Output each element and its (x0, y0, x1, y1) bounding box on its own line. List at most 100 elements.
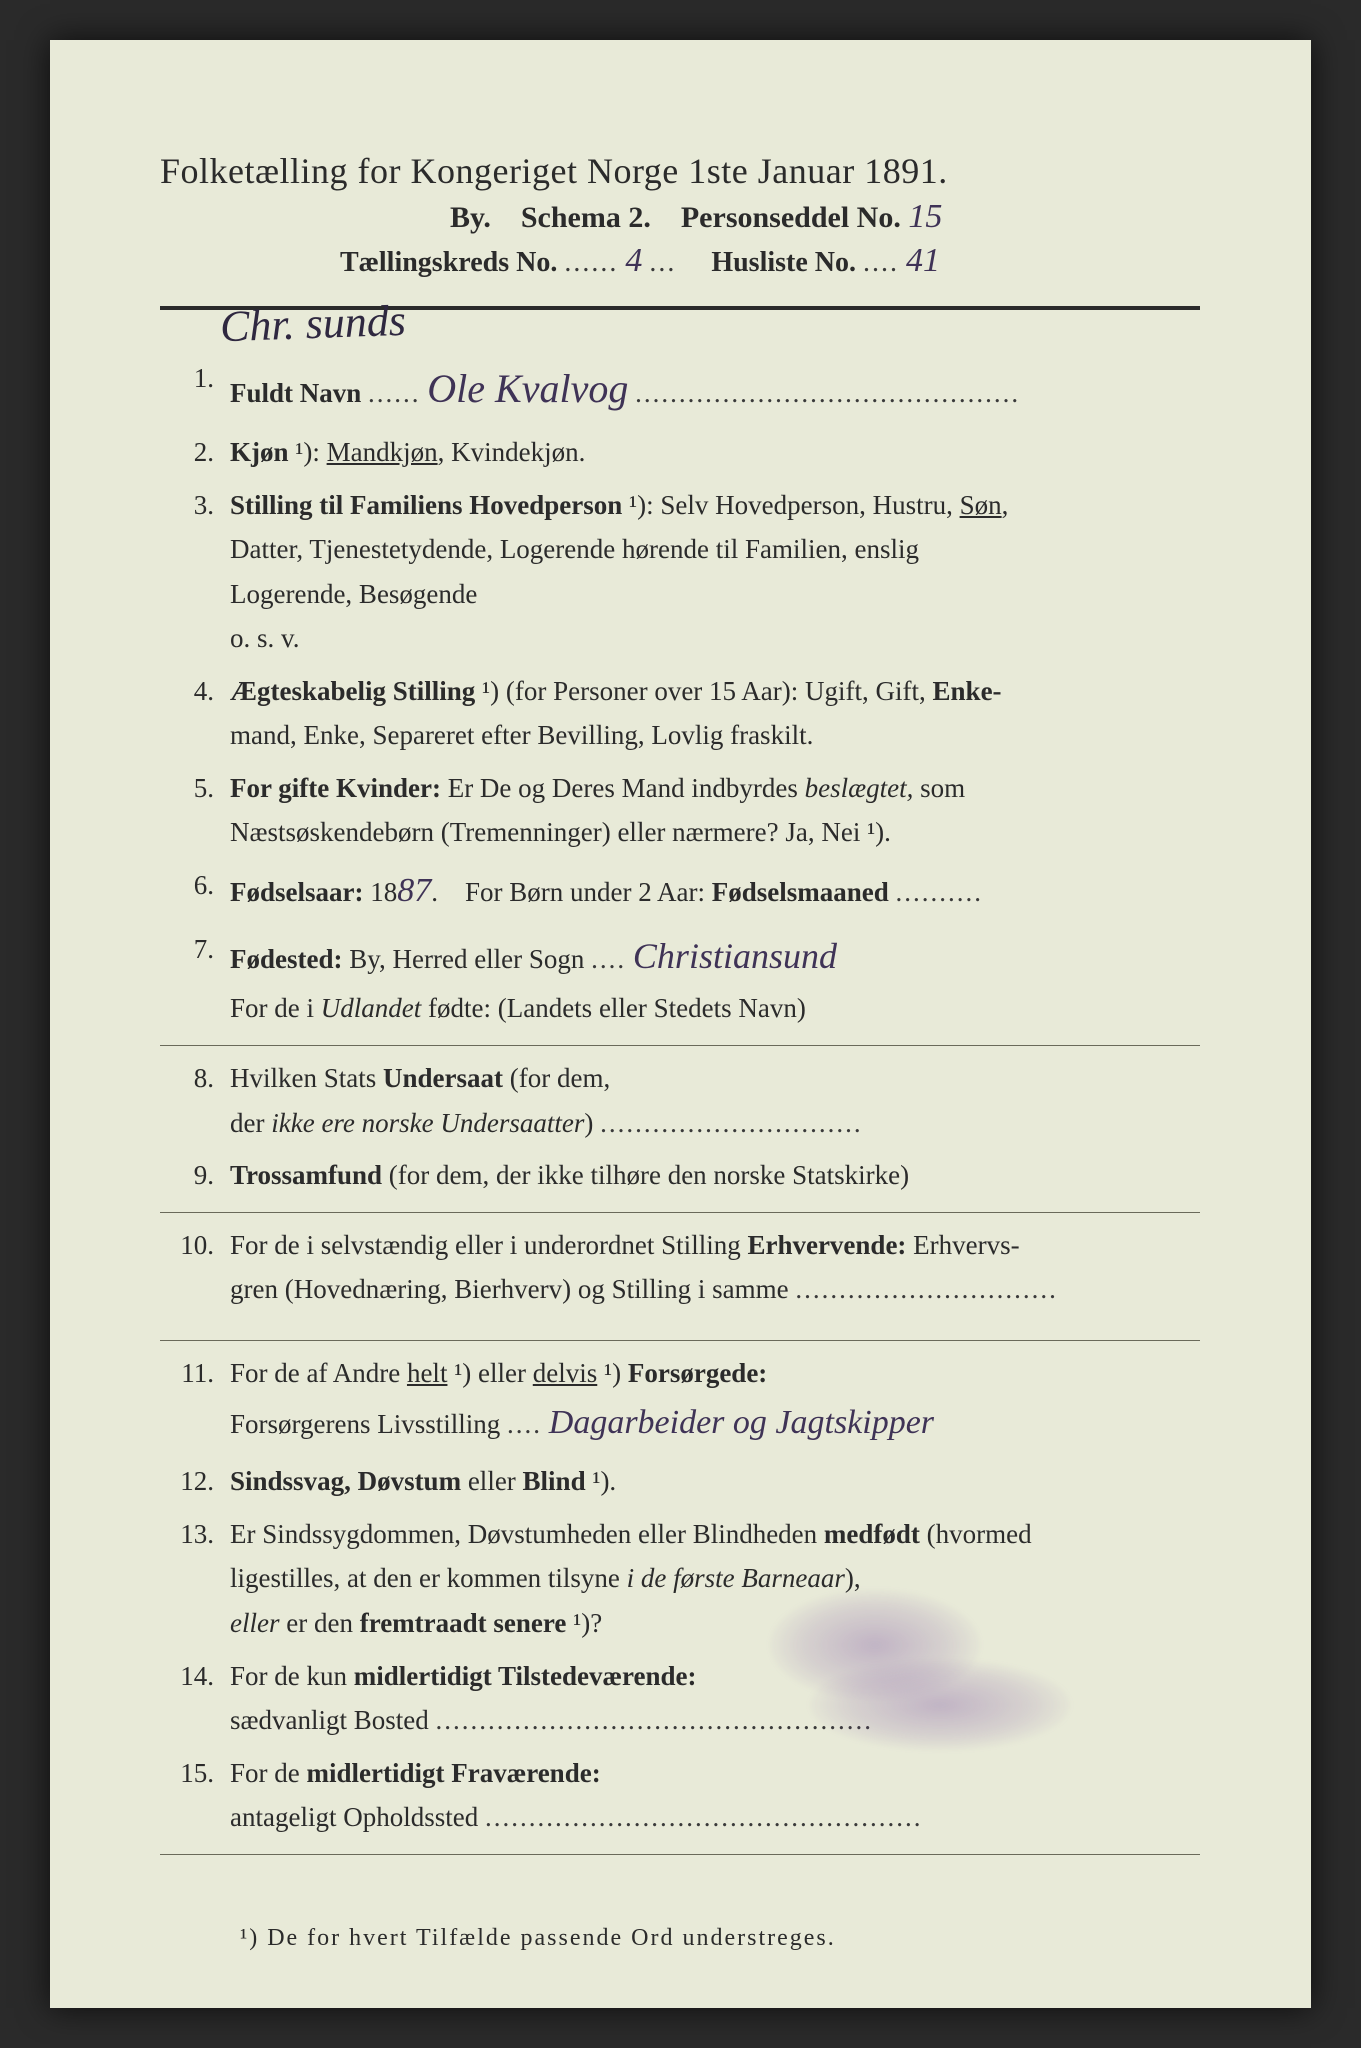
field-label: Fødested: (230, 944, 342, 974)
year-prefix: 18 (370, 877, 397, 907)
town-handwritten: Chr. sunds (219, 295, 407, 352)
text: Er De og Deres Mand indbyrdes (448, 773, 798, 803)
dots: .... (591, 944, 626, 974)
field-num: 4. (160, 669, 214, 714)
field-num: 6. (160, 863, 214, 908)
text: eller (478, 1358, 526, 1388)
text: Selv Hovedperson, Hustru, Søn, (660, 490, 1008, 520)
text-bold: Fødselsmaaned (712, 877, 889, 907)
text: (for Personer over 15 Aar): (506, 676, 798, 706)
field-3-position: 3. Stilling til Familiens Hovedperson ¹)… (160, 483, 1200, 661)
text: Hvilken Stats (230, 1063, 376, 1093)
husliste-label: Husliste No. (711, 247, 856, 278)
text: For Børn under 2 Aar: (465, 877, 705, 907)
dots: .... (507, 1409, 542, 1439)
text-italic: beslægtet, (805, 773, 914, 803)
text: der (230, 1108, 264, 1138)
dots: .............................. (600, 1108, 863, 1138)
text-italic: i de første Barneaar (627, 1563, 845, 1593)
field-num: 2. (160, 430, 214, 475)
text: fødte: (Landets eller Stedets Navn) (428, 993, 806, 1023)
year-value: 87 (397, 872, 431, 909)
text: mand, Enke, Separeret efter Bevilling, L… (230, 720, 813, 750)
text: Næstsøskendebørn (Tremenninger) eller næ… (230, 817, 891, 847)
field-12-disability: 12. Sindssvag, Døvstum eller Blind ¹). (160, 1459, 1200, 1504)
field-label: Fuldt Navn (230, 378, 361, 408)
subheader-2: Tællingskreds No. ...... 4 ... Husliste … (160, 242, 1200, 280)
text-bold: midlertidigt Tilstedeværende: (354, 1661, 697, 1691)
field-label: Fødselsaar: (230, 877, 363, 907)
dots: ........................................… (436, 1705, 874, 1735)
personseddel-label: Personseddel No. (681, 201, 901, 234)
field-15-temporary-absent: 15. For de midlertidigt Fraværende: anta… (160, 1751, 1200, 1840)
text: Forsørgerens Livsstilling (230, 1409, 500, 1439)
text: (for dem, (510, 1063, 610, 1093)
field-label: Stilling til Familiens Hovedperson (230, 490, 622, 520)
text: Ugift, Gift, Enke- (805, 676, 1002, 706)
text-underline: delvis (533, 1358, 598, 1388)
field-13-congenital: 13. Er Sindssygdommen, Døvstumheden elle… (160, 1512, 1200, 1646)
footnote: ¹) De for hvert Tilfælde passende Ord un… (240, 1925, 1200, 1952)
dots: .... (863, 247, 899, 278)
text-italic: Udlandet (321, 993, 422, 1023)
text: For de i (230, 993, 314, 1023)
provider-value: Dagarbeider og Jagtskipper (549, 1395, 934, 1451)
field-5-married-women: 5. For gifte Kvinder: Er De og Deres Man… (160, 766, 1200, 855)
field-num: 11. (160, 1351, 214, 1396)
field-num: 15. (160, 1751, 214, 1796)
birthplace-value: Christiansund (633, 927, 837, 986)
field-1-name: 1. Fuldt Navn ...... Ole Kvalvog .......… (160, 356, 1200, 422)
text: For de (230, 1758, 300, 1788)
personseddel-no: 15 (908, 198, 942, 235)
divider-thin (160, 1340, 1200, 1341)
text: som (920, 773, 965, 803)
field-11-provider: 11. For de af Andre helt ¹) eller delvis… (160, 1351, 1200, 1452)
text: ligestilles, at den er kommen tilsyne (230, 1563, 620, 1593)
field-num: 12. (160, 1459, 214, 1504)
text-bold: Blind (523, 1466, 586, 1496)
text: er den (286, 1608, 353, 1638)
text: By, Herred eller Sogn (349, 944, 584, 974)
field-2-sex: 2. Kjøn ¹): Mandkjøn, Kvindekjøn. (160, 430, 1200, 475)
dots: ...... (564, 247, 618, 278)
divider-thin (160, 1045, 1200, 1046)
text-italic: eller (230, 1608, 279, 1638)
field-9-religion: 9. Trossamfund (for dem, der ikke tilhør… (160, 1153, 1200, 1198)
text: (hvormed (927, 1519, 1032, 1549)
field-7-birthplace: 7. Fødested: By, Herred eller Sogn .... … (160, 927, 1200, 1031)
field-label: Trossamfund (230, 1160, 382, 1190)
text: Erhvervs- (913, 1230, 1019, 1260)
field-num: 1. (160, 356, 214, 401)
field-num: 7. (160, 927, 214, 972)
dots: ... (649, 247, 676, 278)
dots: ...... (368, 378, 421, 408)
field-label: For gifte Kvinder: (230, 773, 441, 803)
text: antageligt Opholdssted (230, 1802, 478, 1832)
field-num: 10. (160, 1223, 214, 1268)
text-bold: Forsørgede: (628, 1358, 767, 1388)
field-num: 3. (160, 483, 214, 528)
name-value: Ole Kvalvog (427, 356, 628, 422)
text-bold: medfødt (824, 1519, 920, 1549)
divider-thin (160, 1212, 1200, 1213)
text-bold: Undersaat (383, 1063, 503, 1093)
field-num: 9. (160, 1153, 214, 1198)
field-6-birthyear: 6. Fødselsaar: 1887. For Børn under 2 Aa… (160, 863, 1200, 919)
field-num: 13. (160, 1512, 214, 1557)
schema-label: Schema 2. (521, 201, 651, 234)
field-label: Sindssvag, Døvstum (230, 1466, 461, 1496)
field-8-citizenship: 8. Hvilken Stats Undersaat (for dem, der… (160, 1056, 1200, 1145)
field-num: 5. (160, 766, 214, 811)
dots: ........................................… (485, 1802, 923, 1832)
text: Er Sindssygdommen, Døvstumheden eller Bl… (230, 1519, 817, 1549)
text-italic: ikke ere norske Undersaatter (271, 1108, 584, 1138)
subheader-1: By. Schema 2. Personseddel No. 15 (160, 198, 1200, 236)
kreds-label: Tællingskreds No. (340, 247, 557, 278)
husliste-no: 41 (906, 242, 940, 279)
field-num: 14. (160, 1654, 214, 1699)
text: o. s. v. (230, 623, 300, 653)
document-page: Folketælling for Kongeriget Norge 1ste J… (50, 40, 1311, 2008)
text: For de i selvstændig eller i underordnet… (230, 1230, 741, 1260)
by-label: By. (450, 201, 491, 234)
kreds-no: 4 (625, 242, 642, 279)
